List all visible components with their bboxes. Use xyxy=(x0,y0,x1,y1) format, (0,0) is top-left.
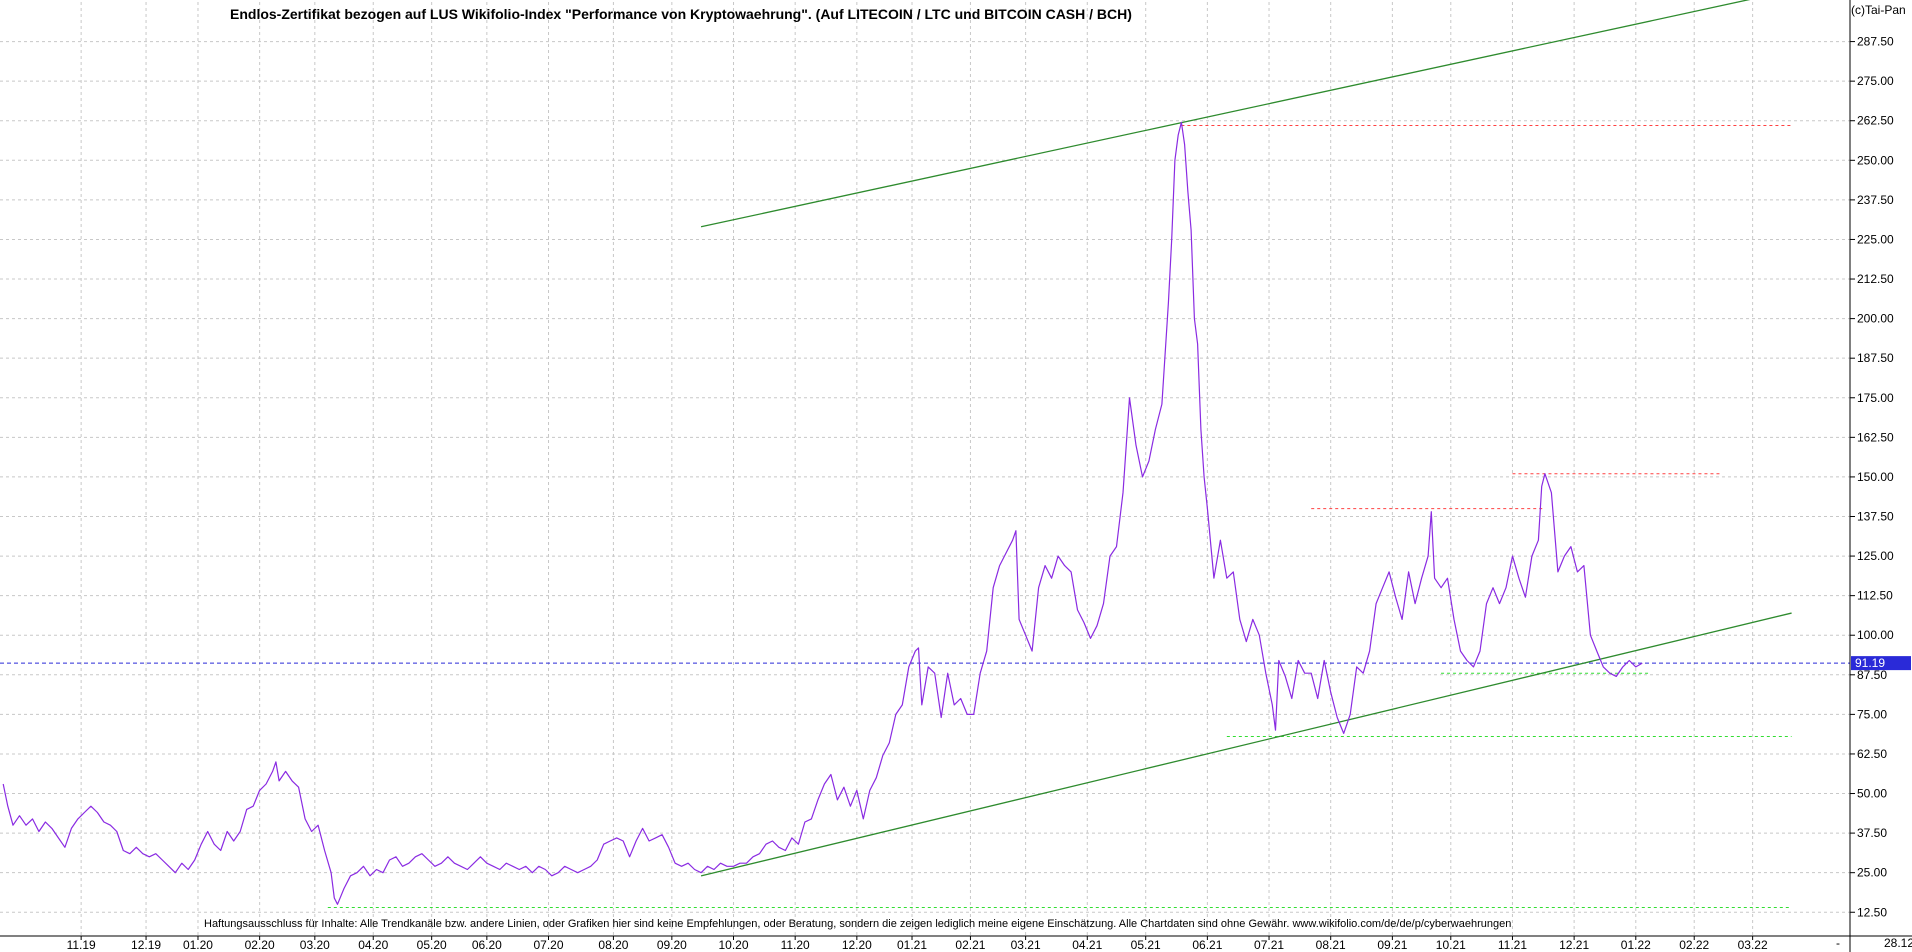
y-tick-label: 212.50 xyxy=(1857,272,1894,286)
x-tick-label: 01.20 xyxy=(183,938,213,952)
x-tick-label: 06.20 xyxy=(472,938,502,952)
y-tick-label: 137.50 xyxy=(1857,509,1894,523)
x-tick-label: 04.20 xyxy=(358,938,388,952)
y-tick-label: 275.00 xyxy=(1857,74,1894,88)
copyright-label: (c)Tai-Pan xyxy=(1851,3,1906,17)
chart-title: Endlos-Zertifikat bezogen auf LUS Wikifo… xyxy=(230,6,1132,22)
y-tick-label: 112.50 xyxy=(1857,589,1893,603)
y-tick-label: 100.00 xyxy=(1857,628,1894,642)
x-tick-label: 11.19 xyxy=(67,938,96,952)
y-tick-label: 162.50 xyxy=(1857,430,1894,444)
y-tick-label: 37.50 xyxy=(1857,826,1887,840)
current-value-label: 91.19 xyxy=(1855,656,1885,670)
x-tick-label: 05.20 xyxy=(417,938,447,952)
series-layer xyxy=(2,121,1643,905)
y-tick-label: 50.00 xyxy=(1857,787,1887,801)
x-tick-label: 08.21 xyxy=(1316,938,1346,952)
x-tick-label: 03.22 xyxy=(1738,938,1768,952)
y-tick-label: 87.50 xyxy=(1857,668,1887,682)
x-tick-label: 07.20 xyxy=(533,938,563,952)
axis-dash-label: - xyxy=(1836,936,1840,950)
x-tick-label: 11.21 xyxy=(1498,938,1527,952)
date-label: 28.12.21 xyxy=(1884,936,1912,950)
x-tick-label: 09.21 xyxy=(1377,938,1407,952)
x-tick-label: 08.20 xyxy=(598,938,628,952)
y-tick-label: 62.50 xyxy=(1857,747,1887,761)
x-tick-label: 09.20 xyxy=(657,938,687,952)
y-tick-label: 125.00 xyxy=(1857,549,1894,563)
grid-lines xyxy=(0,2,1850,936)
x-tick-label: 02.21 xyxy=(955,938,985,952)
y-tick-label: 200.00 xyxy=(1857,312,1894,326)
x-tick-label: 05.21 xyxy=(1131,938,1161,952)
x-tick-label: 01.22 xyxy=(1621,938,1651,952)
y-tick-label: 150.00 xyxy=(1857,470,1894,484)
disclaimer-text: Haftungsausschluss für Inhalte: Alle Tre… xyxy=(204,918,1511,930)
x-tick-label: 04.21 xyxy=(1072,938,1102,952)
y-tick-label: 187.50 xyxy=(1857,351,1894,365)
y-tick-label: 250.00 xyxy=(1857,153,1894,167)
x-tick-label: 12.21 xyxy=(1559,938,1589,952)
reference-lines xyxy=(0,0,1850,909)
x-tick-label: 12.19 xyxy=(131,938,161,952)
y-tick-label: 287.50 xyxy=(1857,35,1894,49)
x-tick-label: 01.21 xyxy=(897,938,927,952)
y-tick-label: 262.50 xyxy=(1857,114,1894,128)
x-tick-label: 10.21 xyxy=(1436,938,1466,952)
x-tick-label: 10.20 xyxy=(718,938,748,952)
x-tick-label: 02.20 xyxy=(245,938,275,952)
x-tick-label: 03.20 xyxy=(300,938,330,952)
x-tick-label: 02.22 xyxy=(1679,938,1709,952)
current-value-box xyxy=(1851,656,1911,671)
x-tick-label: 11.20 xyxy=(781,938,810,952)
x-tick-label: 12.20 xyxy=(842,938,872,952)
x-tick-label: 07.21 xyxy=(1254,938,1284,952)
x-tick-label: 03.21 xyxy=(1011,938,1041,952)
trend-line xyxy=(700,612,1792,877)
trend-line xyxy=(700,0,1751,228)
x-tick-label: 06.21 xyxy=(1192,938,1222,952)
y-tick-label: 237.50 xyxy=(1857,193,1894,207)
y-tick-label: 12.50 xyxy=(1857,905,1887,919)
y-tick-label: 25.00 xyxy=(1857,866,1887,880)
y-tick-label: 75.00 xyxy=(1857,707,1887,721)
y-tick-label: 225.00 xyxy=(1857,232,1894,246)
y-tick-label: 175.00 xyxy=(1857,391,1894,405)
price-series-line xyxy=(2,121,1643,905)
